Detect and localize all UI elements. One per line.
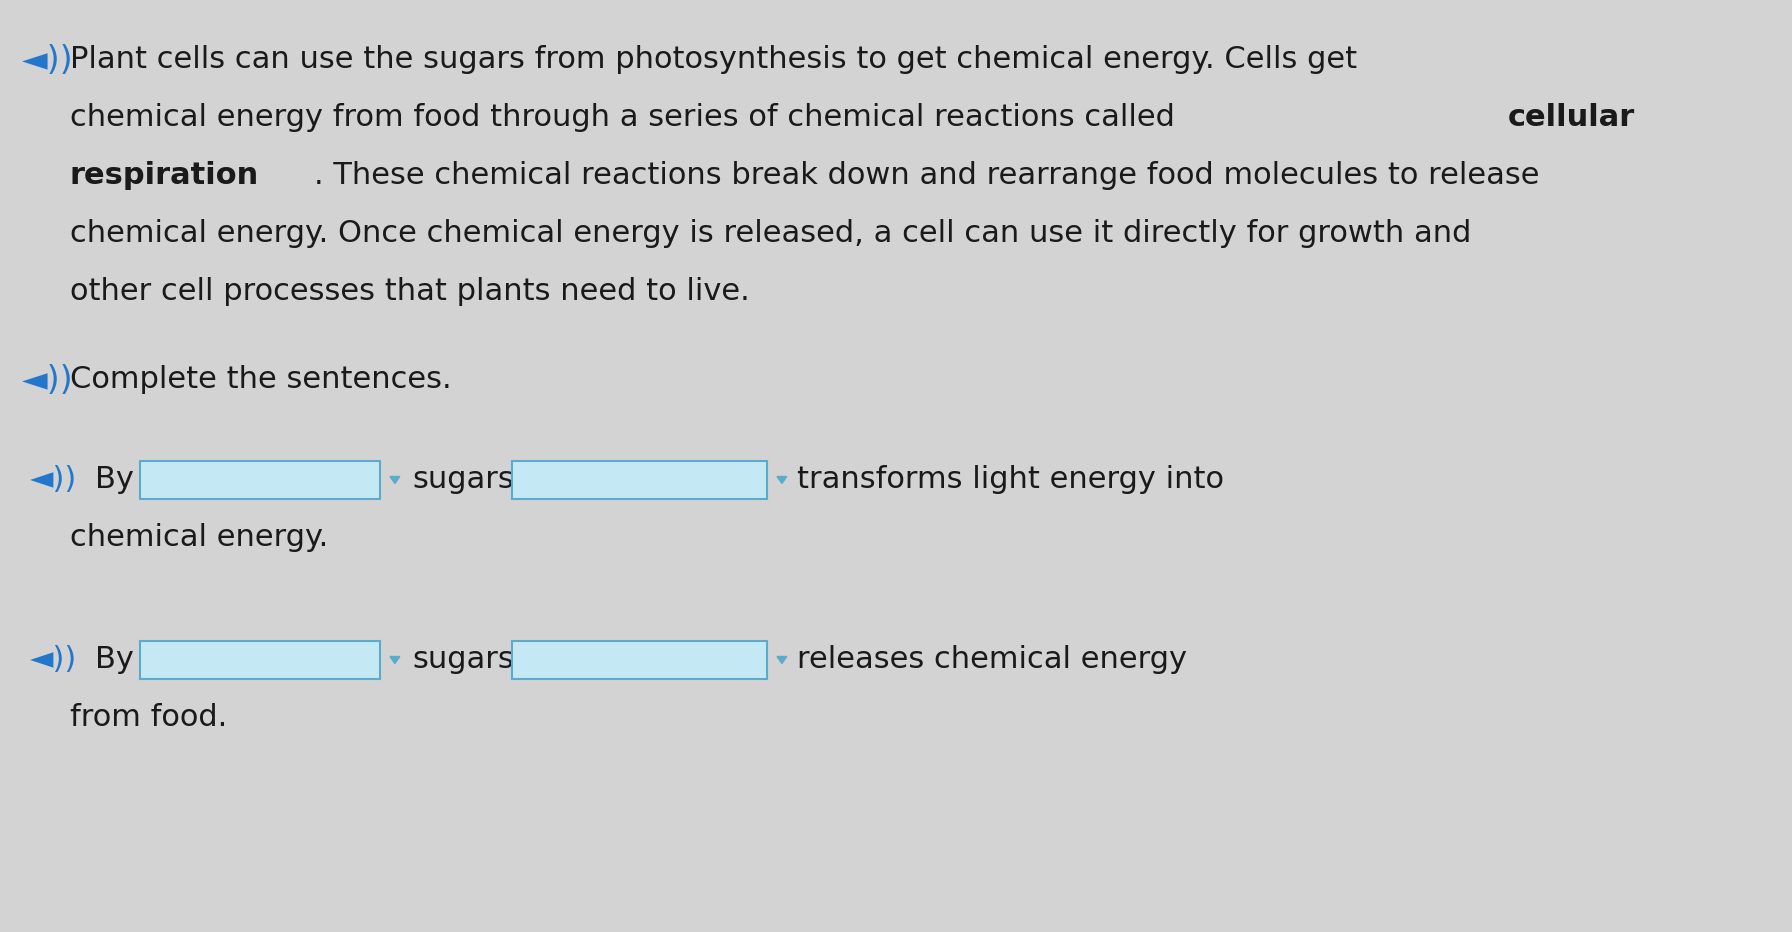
Polygon shape	[391, 656, 400, 664]
Text: chemical energy.: chemical energy.	[70, 524, 328, 553]
Text: ◄)): ◄))	[30, 646, 77, 675]
FancyBboxPatch shape	[140, 461, 380, 499]
FancyBboxPatch shape	[140, 641, 380, 679]
Text: . These chemical reactions break down and rearrange food molecules to release: . These chemical reactions break down an…	[314, 161, 1539, 190]
Text: from food.: from food.	[70, 704, 228, 733]
Text: ◄)): ◄))	[22, 44, 73, 76]
FancyBboxPatch shape	[513, 461, 767, 499]
Polygon shape	[391, 476, 400, 484]
Text: ◄)): ◄))	[30, 465, 77, 495]
Polygon shape	[778, 656, 787, 664]
Text: Complete the sentences.: Complete the sentences.	[70, 365, 452, 394]
Text: cellular: cellular	[1509, 103, 1636, 132]
Text: By: By	[95, 646, 134, 675]
FancyBboxPatch shape	[513, 641, 767, 679]
Text: transforms light energy into: transforms light energy into	[797, 465, 1224, 495]
Text: chemical energy. Once chemical energy is released, a cell can use it directly fo: chemical energy. Once chemical energy is…	[70, 220, 1471, 249]
Text: sugars,: sugars,	[412, 465, 523, 495]
Text: ◄)): ◄))	[22, 363, 73, 396]
Text: sugars,: sugars,	[412, 646, 523, 675]
Polygon shape	[778, 476, 787, 484]
Text: respiration: respiration	[70, 161, 260, 190]
Text: By: By	[95, 465, 134, 495]
Text: other cell processes that plants need to live.: other cell processes that plants need to…	[70, 278, 749, 307]
Text: chemical energy from food through a series of chemical reactions called: chemical energy from food through a seri…	[70, 103, 1185, 132]
Text: Plant cells can use the sugars from photosynthesis to get chemical energy. Cells: Plant cells can use the sugars from phot…	[70, 46, 1357, 75]
Text: releases chemical energy: releases chemical energy	[797, 646, 1186, 675]
